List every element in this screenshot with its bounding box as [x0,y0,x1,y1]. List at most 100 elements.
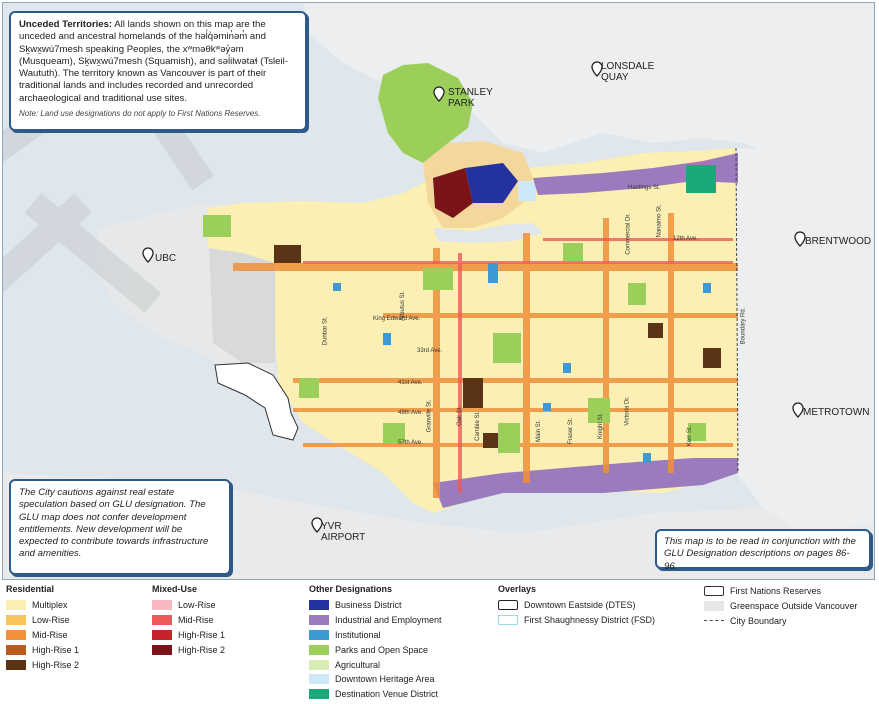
street-oak: Oak St. [457,405,464,427]
reserve-swatch [704,586,724,597]
legend-label: Greenspace Outside Vancouver [730,601,858,612]
legend-item: Greenspace Outside Vancouver [704,599,857,614]
glu-reference-text: This map is to be read in conjunction wi… [664,536,856,572]
swatch [309,629,329,640]
label-metrotown: METROTOWN [803,407,870,418]
caution-box: The City cautions against real estate sp… [9,479,231,575]
map-panel[interactable]: STANLEY PARK LONSDALE QUAY UBC BRENTWOOD… [2,2,875,580]
legend-item: Mid-Rise [152,613,225,628]
mixed-use-bands [303,238,733,493]
street-boundary: Boundary Rd. [740,307,747,345]
legend-item: City Boundary [704,614,857,629]
street-commercial: Commercial Dr. [625,213,632,255]
legend-other: Other Designations Business District Ind… [309,584,442,702]
glu-reference-box: This map is to be read in conjunction wi… [655,529,871,572]
legend-item: Institutional [309,628,442,643]
legend-label: Business District [335,600,402,611]
first-nations-reserve [214,362,299,441]
street-41st: 41st Ave. [398,380,423,386]
street-12th: 12th Ave. [673,236,698,242]
legend-item: Parks and Open Space [309,642,442,657]
legend-label: Agricultural [335,659,381,670]
legend-label: High-Rise 2 [32,659,80,670]
city-boundary-line [735,147,739,474]
swatch [309,615,329,626]
legend-label: Downtown Heritage Area [335,674,435,685]
street-main: Main St. [536,419,543,443]
legend-item: Business District [309,598,442,613]
street-victoria: Victoria Dr. [624,396,631,426]
dtes-outline-swatch [498,600,518,611]
legend-label: Low-Rise [32,615,70,626]
brentwood-pin [794,231,806,247]
legend-residential: Residential Multiplex Low-Rise Mid-Rise … [6,584,79,672]
swatch [6,659,26,670]
legend-label: Parks and Open Space [335,644,429,655]
legend-item: Industrial and Employment [309,613,442,628]
north-shore-land [303,3,874,158]
yvr-pin [311,517,323,533]
street-king-edward: King Edward Ave. [373,316,421,322]
legend-item: Agricultural [309,657,442,672]
legend-label: Institutional [335,629,381,640]
swatch [152,629,172,640]
legend: Residential Multiplex Low-Rise Mid-Rise … [0,584,879,704]
territory-body: All lands shown on this map are the unce… [19,19,288,104]
legend-label: Mid-Rise [32,629,68,640]
legend-item: High-Rise 1 [152,628,225,643]
swatch [309,644,329,655]
street-nanaimo: Nanaimo St. [656,204,663,238]
lonsdale-quay-pin [591,61,603,77]
legend-label: Destination Venue District [335,689,439,700]
street-33rd: 33rd Ave. [417,348,443,354]
swatch [309,674,329,685]
industrial-south [433,458,738,508]
legend-item: First Shaughnessy District (FSD) [498,613,655,628]
legend-label: First Nations Reserves [730,586,822,597]
stanley-park-green [378,63,473,163]
legend-other-title: Other Designations [309,584,393,594]
legend-overlays: Overlays Downtown Eastside (DTES) First … [498,584,655,628]
industrial-north [533,153,738,195]
street-hastings: Hastings St. [628,185,661,191]
swatch [6,644,26,655]
legend-label: First Shaughnessy District (FSD) [524,615,656,626]
fsd-outline-swatch [498,615,518,626]
street-kerr: Kerr St. [687,425,694,447]
boundary-swatch [704,620,724,622]
legend-label: Industrial and Employment [335,615,442,626]
legend-label: Mid-Rise [178,615,214,626]
legend-item: High-Rise 1 [6,642,79,657]
metrotown-pin [792,402,804,418]
burnaby-land [736,148,874,533]
legend-residential-title: Residential [6,584,55,594]
street-57th: 57th Ave. [398,440,423,446]
city-parks [203,215,706,453]
high-rise-spots [274,245,721,448]
swatch [152,644,172,655]
unceded-territories-box: Unceded Territories: All lands shown on … [9,11,307,131]
legend-item: First Nations Reserves [704,584,857,599]
legend-item: Low-Rise [152,598,225,613]
swatch [309,600,329,611]
legend-item: Destination Venue District [309,687,442,702]
swatch [6,600,26,611]
legend-label: Downtown Eastside (DTES) [524,600,636,611]
greenspace-swatch [704,601,724,612]
stanley-park-pin [433,86,445,102]
map-canvas[interactable] [3,3,875,580]
swatch [6,615,26,626]
street-granville: Granville St. [426,399,433,433]
mixed-high-rise-zone [433,168,473,218]
street-dunbar: Dunbar St. [322,316,329,346]
legend-item: Low-Rise [6,613,79,628]
legend-item: Downtown Eastside (DTES) [498,598,655,613]
location-pins [142,61,806,533]
legend-item: Multiplex [6,598,79,613]
legend-label: High-Rise 1 [32,644,80,655]
label-lonsdale-quay: LONSDALE QUAY [601,61,655,83]
legend-label: City Boundary [730,615,787,626]
swatch [6,629,26,640]
label-stanley-park: STANLEY PARK [448,87,493,109]
legend-mixed-use-title: Mixed-Use [152,584,198,594]
